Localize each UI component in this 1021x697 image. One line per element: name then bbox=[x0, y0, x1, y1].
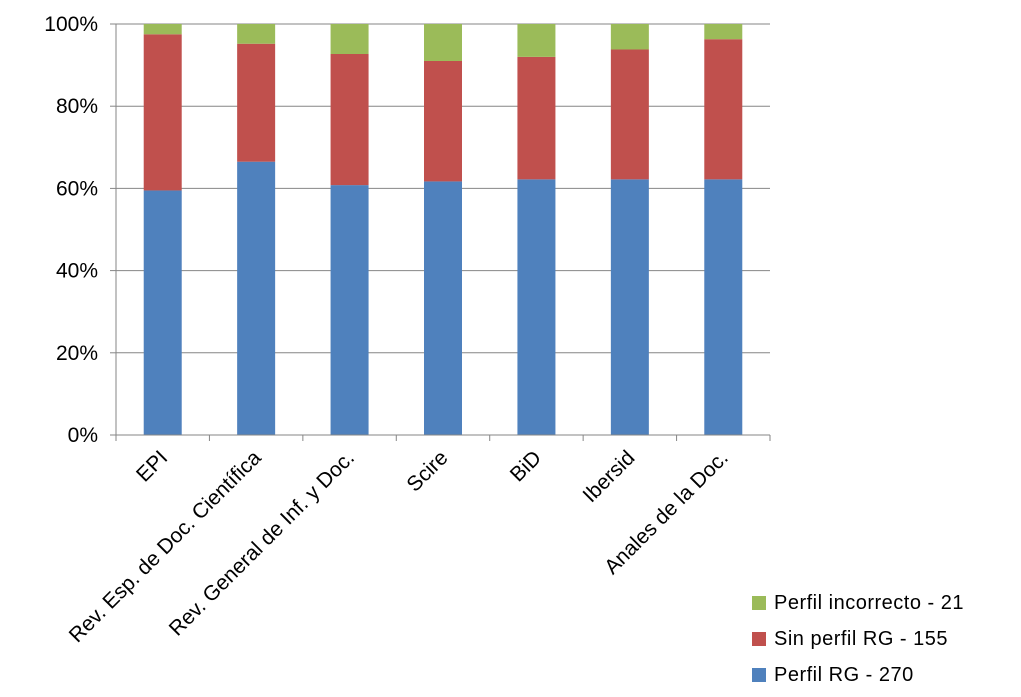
bar-segment bbox=[610, 49, 649, 180]
bar-segment bbox=[237, 161, 276, 435]
legend-swatch bbox=[752, 632, 766, 646]
legend-label: Perfil RG - 270 bbox=[774, 663, 914, 686]
x-category-label: EPI bbox=[132, 446, 172, 486]
bar-segment bbox=[143, 24, 182, 35]
x-category-label: Scire bbox=[402, 446, 452, 496]
bar-segment bbox=[704, 179, 743, 435]
legend-item: Perfil incorrecto - 21 bbox=[752, 590, 964, 616]
bar-segment bbox=[143, 190, 182, 435]
bar-segment bbox=[517, 24, 556, 57]
x-category-label: Ibersid bbox=[579, 446, 640, 507]
y-tick-label: 80% bbox=[56, 95, 98, 118]
bar-segment bbox=[237, 24, 276, 44]
bar-segment bbox=[610, 24, 649, 50]
y-tick-labels: 0% 20% 40% 60% 80% 100% bbox=[44, 13, 98, 447]
legend-label: Perfil incorrecto - 21 bbox=[774, 591, 964, 614]
y-tick-label: 0% bbox=[68, 424, 98, 447]
bar-segment bbox=[237, 43, 276, 162]
y-tick-label: 20% bbox=[56, 342, 98, 365]
bar-segment bbox=[704, 24, 743, 40]
bar-segment bbox=[330, 24, 369, 55]
bar-segment bbox=[424, 60, 462, 182]
bar-segment bbox=[610, 179, 649, 435]
y-tick-label: 40% bbox=[56, 260, 98, 283]
bar-segment bbox=[424, 24, 462, 61]
legend-swatch bbox=[752, 596, 766, 610]
axes bbox=[110, 23, 771, 441]
bar-segment bbox=[424, 181, 462, 435]
bar-segment bbox=[704, 39, 743, 180]
legend-item: Perfil RG - 270 bbox=[752, 662, 914, 688]
legend-swatch bbox=[752, 668, 766, 682]
legend-item: Sin perfil RG - 155 bbox=[752, 626, 948, 652]
bars bbox=[143, 24, 743, 435]
bar-segment bbox=[330, 185, 369, 435]
y-tick-label: 60% bbox=[56, 177, 98, 200]
x-category-label: Rev. Esp. de Doc. Científica bbox=[65, 446, 266, 647]
y-tick-label: 100% bbox=[44, 13, 98, 36]
x-category-label: Rev. General de Inf. y Doc. bbox=[165, 446, 359, 640]
x-category-label: BiD bbox=[506, 446, 546, 486]
bar-segment bbox=[143, 34, 182, 191]
legend-label: Sin perfil RG - 155 bbox=[774, 627, 949, 650]
bar-segment bbox=[330, 54, 369, 186]
bar-segment bbox=[517, 179, 556, 435]
bar-segment bbox=[517, 56, 556, 180]
